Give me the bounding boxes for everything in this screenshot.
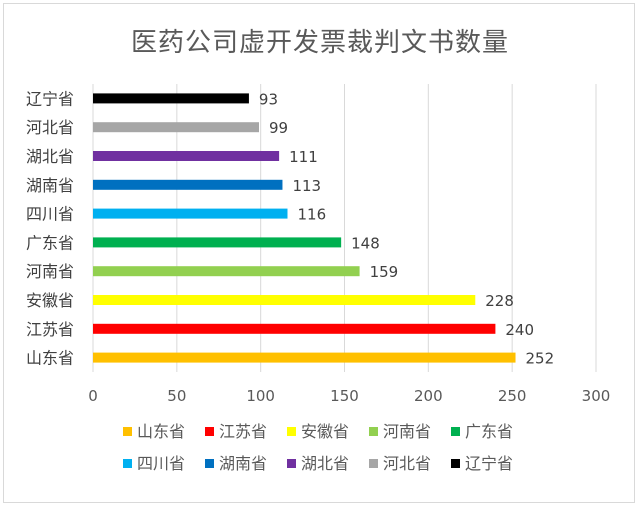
data-label: 99 xyxy=(269,119,288,137)
legend-swatch xyxy=(287,459,296,468)
legend-item: 安徽省 xyxy=(287,422,349,441)
data-label: 93 xyxy=(259,90,278,108)
x-tick-label: 300 xyxy=(582,387,611,405)
legend-item: 湖南省 xyxy=(205,454,267,473)
legend-swatch xyxy=(123,427,132,436)
category-label: 江苏省 xyxy=(26,320,74,339)
legend-label: 广东省 xyxy=(465,422,513,441)
x-tick-label: 250 xyxy=(498,387,527,405)
bar-湖南省 xyxy=(93,179,283,190)
data-label: 148 xyxy=(351,234,380,252)
data-label: 228 xyxy=(485,292,514,310)
legend-item: 湖北省 xyxy=(287,454,349,473)
legend-swatch xyxy=(451,459,460,468)
legend-item: 山东省 xyxy=(123,422,185,441)
legend-label: 四川省 xyxy=(137,454,185,473)
category-label: 广东省 xyxy=(26,233,74,252)
category-label: 湖南省 xyxy=(26,176,74,195)
category-label: 安徽省 xyxy=(26,291,74,310)
bar-山东省 xyxy=(93,352,516,363)
category-label: 河南省 xyxy=(26,262,74,281)
bar-河北省 xyxy=(93,122,259,133)
legend-swatch xyxy=(369,427,378,436)
chart-frame xyxy=(3,3,635,503)
x-tick-label: 200 xyxy=(414,387,443,405)
data-label: 240 xyxy=(505,321,534,339)
bar-四川省 xyxy=(93,208,288,219)
legend-label: 辽宁省 xyxy=(465,454,513,473)
legend-item: 河南省 xyxy=(369,422,431,441)
legend-label: 江苏省 xyxy=(219,422,267,441)
bar-湖北省 xyxy=(93,151,280,161)
x-tick-label: 0 xyxy=(88,387,98,405)
legend-label: 山东省 xyxy=(137,422,185,441)
x-tick-label: 100 xyxy=(246,387,275,405)
legend-swatch xyxy=(369,459,378,468)
legend-label: 河北省 xyxy=(383,454,431,473)
legend-label: 湖南省 xyxy=(219,454,267,473)
data-label: 111 xyxy=(289,148,318,166)
legend-item: 辽宁省 xyxy=(451,454,513,473)
chart-title: 医药公司虚开发票裁判文书数量 xyxy=(130,28,509,58)
x-tick-label: 150 xyxy=(330,387,359,405)
data-label: 116 xyxy=(297,206,326,224)
x-tick-label: 50 xyxy=(167,387,186,405)
bar-河南省 xyxy=(93,266,360,277)
category-label: 山东省 xyxy=(26,349,74,368)
bar-安徽省 xyxy=(93,295,476,305)
legend-item: 江苏省 xyxy=(205,422,267,441)
data-label: 159 xyxy=(370,263,399,281)
legend-item: 河北省 xyxy=(369,454,431,473)
category-label: 河北省 xyxy=(26,118,74,137)
data-label: 113 xyxy=(292,177,321,195)
legend-item: 四川省 xyxy=(123,454,185,473)
bar-辽宁省 xyxy=(93,93,249,104)
category-label: 辽宁省 xyxy=(26,89,74,108)
legend-label: 湖北省 xyxy=(301,454,349,473)
legend-label: 河南省 xyxy=(383,422,431,441)
bar-广东省 xyxy=(93,237,342,248)
legend-swatch xyxy=(205,459,214,468)
legend-swatch xyxy=(287,427,296,436)
bar-江苏省 xyxy=(93,323,496,334)
legend-item: 广东省 xyxy=(451,422,513,441)
legend-swatch xyxy=(205,427,214,436)
category-label: 湖北省 xyxy=(26,147,74,166)
category-label: 四川省 xyxy=(26,205,74,224)
legend-label: 安徽省 xyxy=(301,422,349,441)
legend-swatch xyxy=(451,427,460,436)
legend-swatch xyxy=(123,459,132,468)
data-label: 252 xyxy=(526,350,555,368)
